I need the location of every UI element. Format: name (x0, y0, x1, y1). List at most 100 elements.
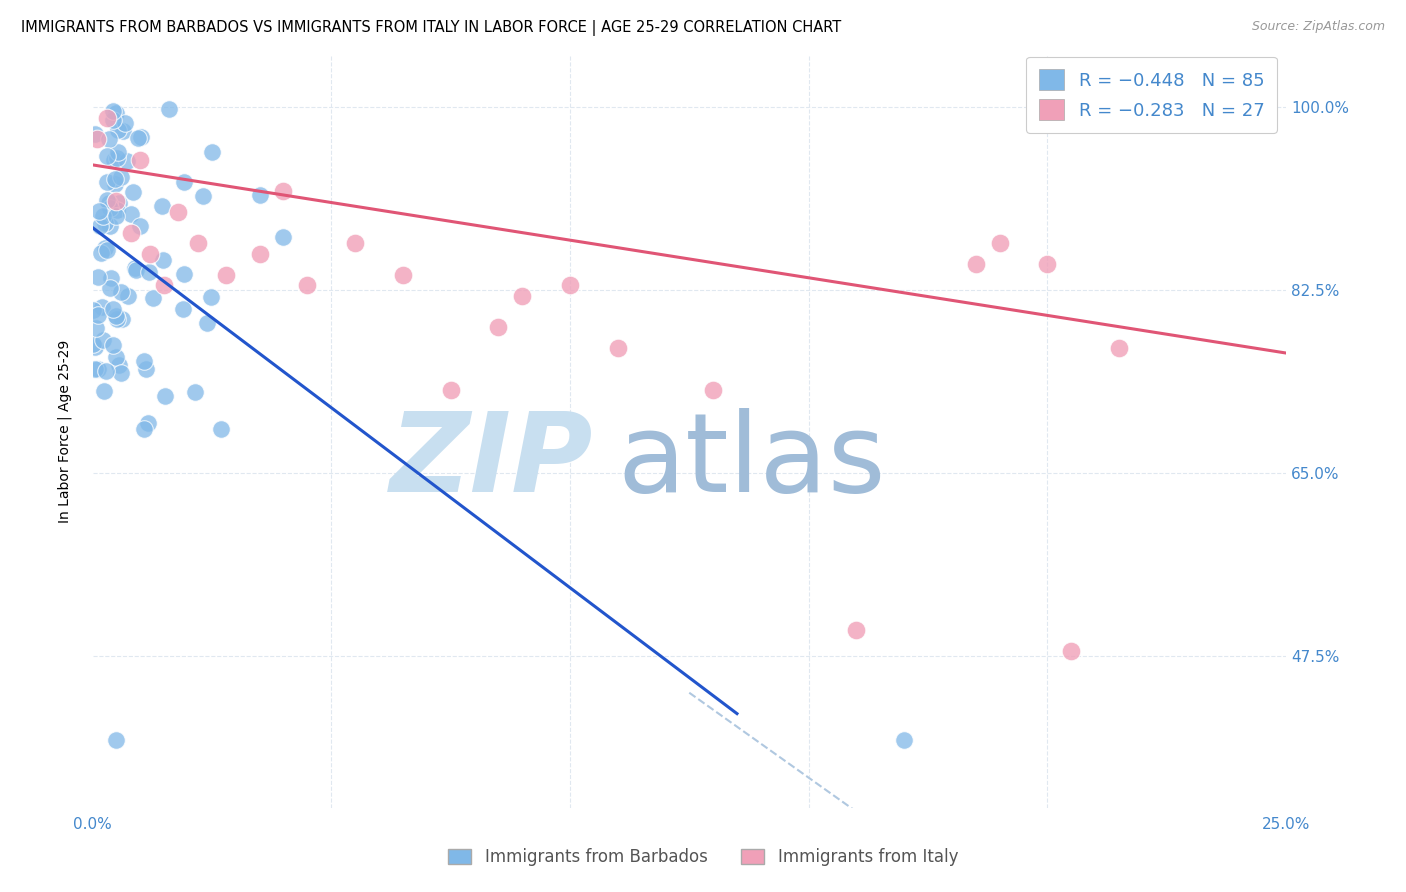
Point (988, 236, 1011, 251)
Legend: Immigrants from Barbados, Immigrants from Italy: Immigrants from Barbados, Immigrants fro… (440, 840, 966, 875)
Point (90, 246, 112, 260)
Point (120, 226, 142, 240)
Point (167, 205, 190, 219)
Point (134, 353, 156, 368)
Point (702, 383, 724, 397)
Point (98, 281, 121, 295)
Point (134, 422, 156, 436)
Point (142, 292, 165, 306)
Point (84, 127, 107, 141)
Point (96, 111, 118, 125)
Text: ZIP: ZIP (391, 408, 593, 515)
Point (105, 209, 128, 223)
Point (105, 105, 128, 120)
Y-axis label: In Labor Force | Age 25-29: In Labor Force | Age 25-29 (58, 340, 72, 523)
Text: Source: ZipAtlas.com: Source: ZipAtlas.com (1251, 20, 1385, 33)
Point (172, 301, 194, 316)
Point (111, 312, 134, 326)
Point (152, 252, 174, 267)
Point (115, 153, 138, 168)
Point (101, 113, 124, 128)
Point (606, 341, 628, 355)
Point (105, 151, 128, 165)
Point (98, 196, 121, 211)
Text: atlas: atlas (617, 408, 886, 515)
Point (1036, 257, 1059, 271)
Point (105, 202, 128, 217)
Point (89, 203, 111, 218)
Point (86, 132, 108, 146)
Point (87, 361, 110, 376)
Point (104, 172, 127, 186)
Point (96, 175, 118, 189)
Point (127, 131, 149, 145)
Point (103, 153, 125, 168)
Point (110, 170, 132, 185)
Point (100, 270, 122, 285)
Point (129, 129, 152, 144)
Point (96, 364, 118, 378)
Point (110, 285, 132, 299)
Point (153, 278, 176, 293)
Point (104, 178, 127, 192)
Point (82, 303, 104, 318)
Point (186, 236, 208, 251)
Point (97, 132, 120, 146)
Point (91, 209, 114, 223)
Point (111, 124, 134, 138)
Point (200, 290, 222, 304)
Point (157, 103, 180, 117)
Point (150, 199, 173, 213)
Point (96, 243, 118, 257)
Point (98, 219, 121, 233)
Point (209, 422, 232, 436)
Point (105, 312, 128, 326)
Point (173, 175, 195, 189)
Point (249, 246, 271, 260)
Point (107, 145, 129, 160)
Point (153, 389, 176, 403)
Point (249, 188, 271, 202)
Point (184, 384, 207, 399)
Point (893, 732, 915, 747)
Point (84, 340, 107, 354)
Point (122, 185, 145, 199)
Point (91, 333, 114, 347)
Point (297, 278, 319, 293)
Point (87, 309, 110, 323)
Point (83, 362, 105, 376)
Point (96, 193, 118, 207)
Point (104, 350, 127, 364)
Point (89, 219, 111, 234)
Point (845, 623, 868, 637)
Point (105, 194, 128, 209)
Point (93, 384, 115, 399)
Point (1108, 341, 1130, 355)
Point (134, 362, 156, 376)
Point (84, 321, 107, 335)
Point (114, 116, 136, 130)
Point (173, 267, 195, 281)
Point (138, 416, 160, 430)
Point (108, 358, 131, 372)
Point (87, 269, 110, 284)
Point (98, 201, 121, 215)
Legend: R = −0.448   N = 85, R = −0.283   N = 27: R = −0.448 N = 85, R = −0.283 N = 27 (1026, 57, 1277, 133)
Point (124, 260, 146, 275)
Point (215, 268, 238, 282)
Point (139, 246, 162, 260)
Point (94, 241, 117, 255)
Point (1060, 644, 1083, 658)
Point (101, 302, 124, 317)
Point (108, 196, 131, 211)
Text: IMMIGRANTS FROM BARBADOS VS IMMIGRANTS FROM ITALY IN LABOR FORCE | AGE 25-29 COR: IMMIGRANTS FROM BARBADOS VS IMMIGRANTS F… (21, 20, 841, 36)
Point (273, 229, 295, 244)
Point (558, 278, 581, 293)
Point (94, 216, 117, 230)
Point (96, 148, 118, 162)
Point (439, 383, 461, 397)
Point (391, 268, 413, 282)
Point (82, 336, 104, 351)
Point (110, 366, 132, 380)
Point (965, 257, 987, 271)
